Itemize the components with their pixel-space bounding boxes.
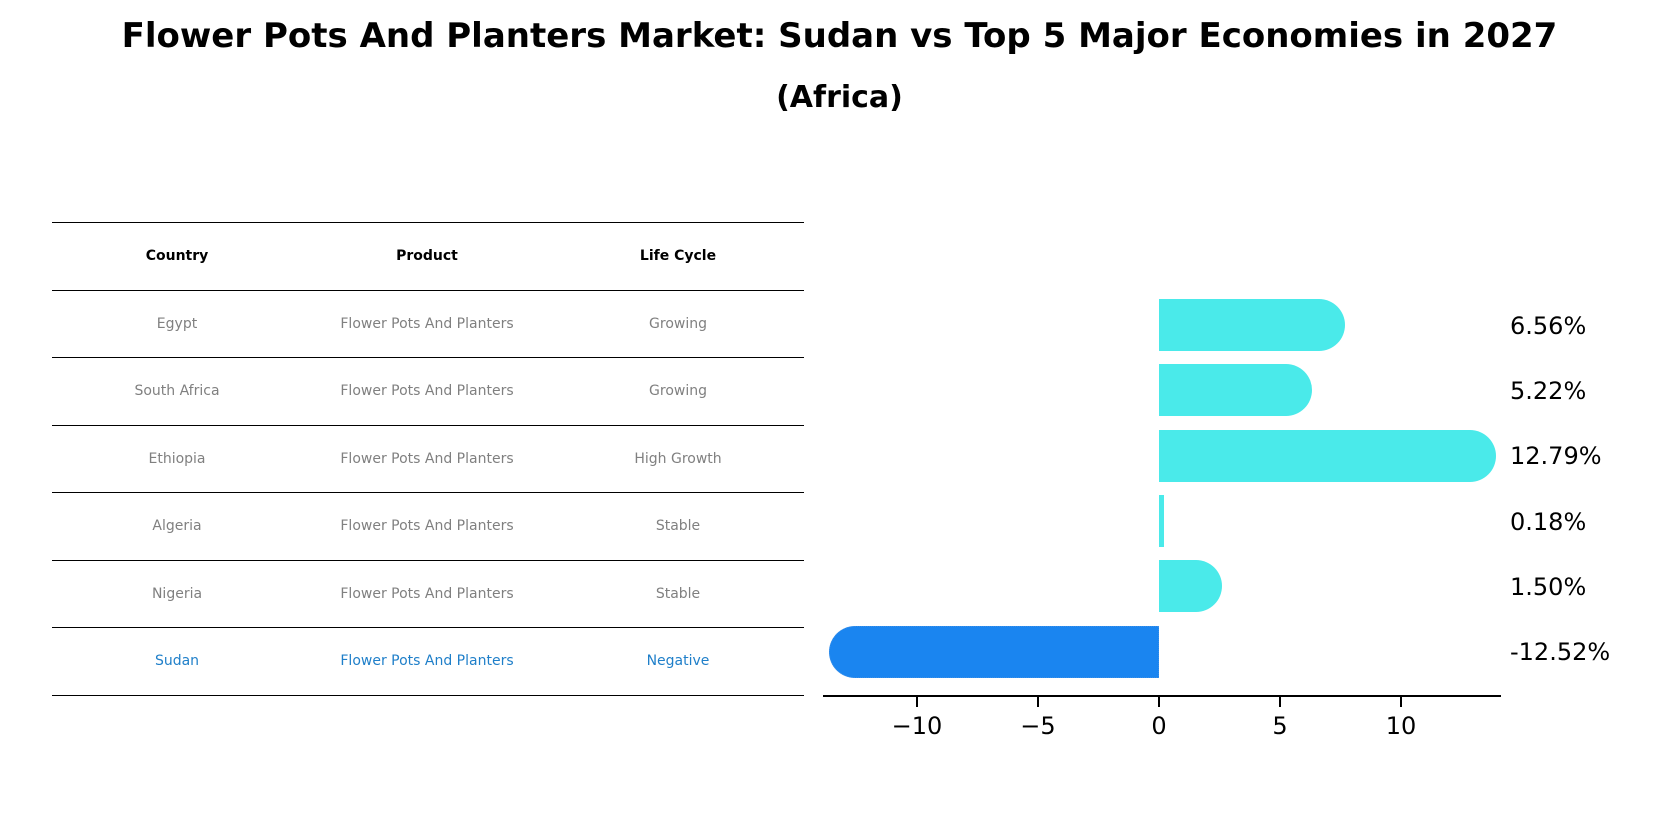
x-tick [1400,697,1402,707]
cell-life-cycle: Stable [655,518,701,535]
value-label-sudan: -12.52% [1510,638,1611,666]
cell-country: Sudan [154,653,200,670]
header-life-cycle: Life Cycle [639,248,717,265]
cell-product: Flower Pots And Planters [340,450,514,467]
cell-product: Flower Pots And Planters [340,315,514,332]
cell-product: Flower Pots And Planters [340,653,514,670]
table-row: Egypt Flower Pots And Planters Growing [52,289,804,358]
x-tick [1279,697,1281,707]
table-row: Nigeria Flower Pots And Planters Stable [52,559,804,628]
bar-sudan [829,626,1159,678]
cell-product: Flower Pots And Planters [340,518,514,535]
cell-country: South Africa [134,383,220,400]
table-row: Ethiopia Flower Pots And Planters High G… [52,424,804,493]
value-label-algeria: 0.18% [1510,508,1587,536]
chart-title: Flower Pots And Planters Market: Sudan v… [121,16,1558,56]
value-label-egypt: 6.56% [1510,312,1587,340]
chart-subtitle: (Africa) [776,80,903,115]
cell-product: Flower Pots And Planters [340,383,514,400]
x-tick-label: −5 [1020,712,1056,740]
x-axis [823,695,1501,697]
bar-algeria [1159,495,1164,547]
cell-country: Nigeria [151,585,203,602]
cell-life-cycle: Growing [649,315,707,332]
value-label-ethiopia: 12.79% [1510,442,1602,470]
data-table: Country Product Life Cycle Egypt Flower … [52,222,804,696]
cell-country: Ethiopia [148,450,206,467]
bar-egypt [1159,299,1345,351]
x-tick-label: 5 [1272,712,1288,740]
cell-life-cycle: High Growth [634,450,722,467]
x-tick [1158,697,1160,707]
x-tick [916,697,918,707]
value-label-south-africa: 5.22% [1510,377,1587,405]
table-header-row: Country Product Life Cycle [52,222,804,290]
cell-product: Flower Pots And Planters [340,585,514,602]
table-row: Algeria Flower Pots And Planters Stable [52,492,804,560]
cell-life-cycle: Negative [646,653,710,670]
x-tick-label: 10 [1385,712,1417,740]
table-row: South Africa Flower Pots And Planters Gr… [52,357,804,425]
header-product: Product [396,248,458,265]
cell-country: Egypt [156,315,198,332]
x-tick-label: −10 [891,712,943,740]
table-row-highlighted: Sudan Flower Pots And Planters Negative [52,627,804,696]
bar-south-africa [1159,364,1312,416]
value-label-nigeria: 1.50% [1510,573,1587,601]
header-country: Country [145,248,209,265]
bar-ethiopia [1159,430,1496,482]
cell-life-cycle: Growing [649,383,707,400]
x-tick [1037,697,1039,707]
cell-life-cycle: Stable [655,585,701,602]
x-tick-label: 0 [1151,712,1167,740]
cell-country: Algeria [152,518,202,535]
bar-nigeria [1159,560,1222,612]
